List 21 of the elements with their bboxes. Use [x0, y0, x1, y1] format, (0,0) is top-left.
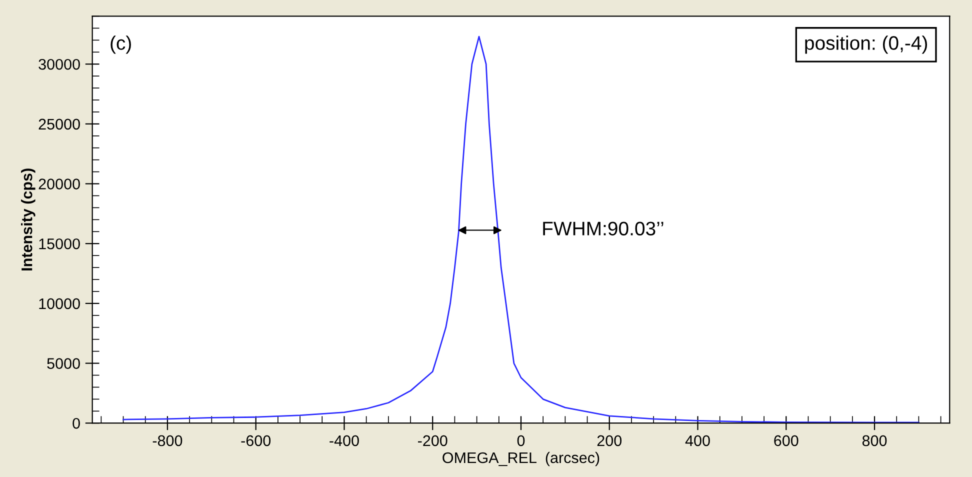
x-tick-label: -400 [330, 435, 359, 446]
y-tick-label: 0 [72, 418, 80, 429]
x-tick-label: 200 [597, 435, 622, 446]
x-tick-label: 0 [517, 435, 525, 446]
x-tick-label: -600 [241, 435, 271, 446]
y-tick-label: 20000 [38, 178, 80, 190]
annotation: (c) [110, 36, 131, 54]
x-tick-label: -200 [418, 435, 448, 446]
annotation: FWHM:90.03’’ [543, 222, 664, 236]
x-axis-title: OMEGA_REL (arcsec) [442, 452, 600, 466]
x-tick-label: 800 [862, 435, 887, 446]
annotation: position: (0,-4) [805, 36, 928, 54]
y-tick-label: 10000 [39, 298, 80, 310]
y-tick-label: 30000 [38, 58, 80, 70]
y-tick-label: 5000 [47, 358, 80, 369]
x-tick-label: 600 [774, 435, 798, 446]
y-axis-title: Intensity (cps) [21, 168, 36, 270]
y-tick-label: 15000 [39, 238, 80, 250]
y-tick-label: 25000 [38, 118, 80, 130]
x-tick-label: -800 [152, 435, 182, 446]
x-tick-label: 400 [685, 435, 710, 446]
